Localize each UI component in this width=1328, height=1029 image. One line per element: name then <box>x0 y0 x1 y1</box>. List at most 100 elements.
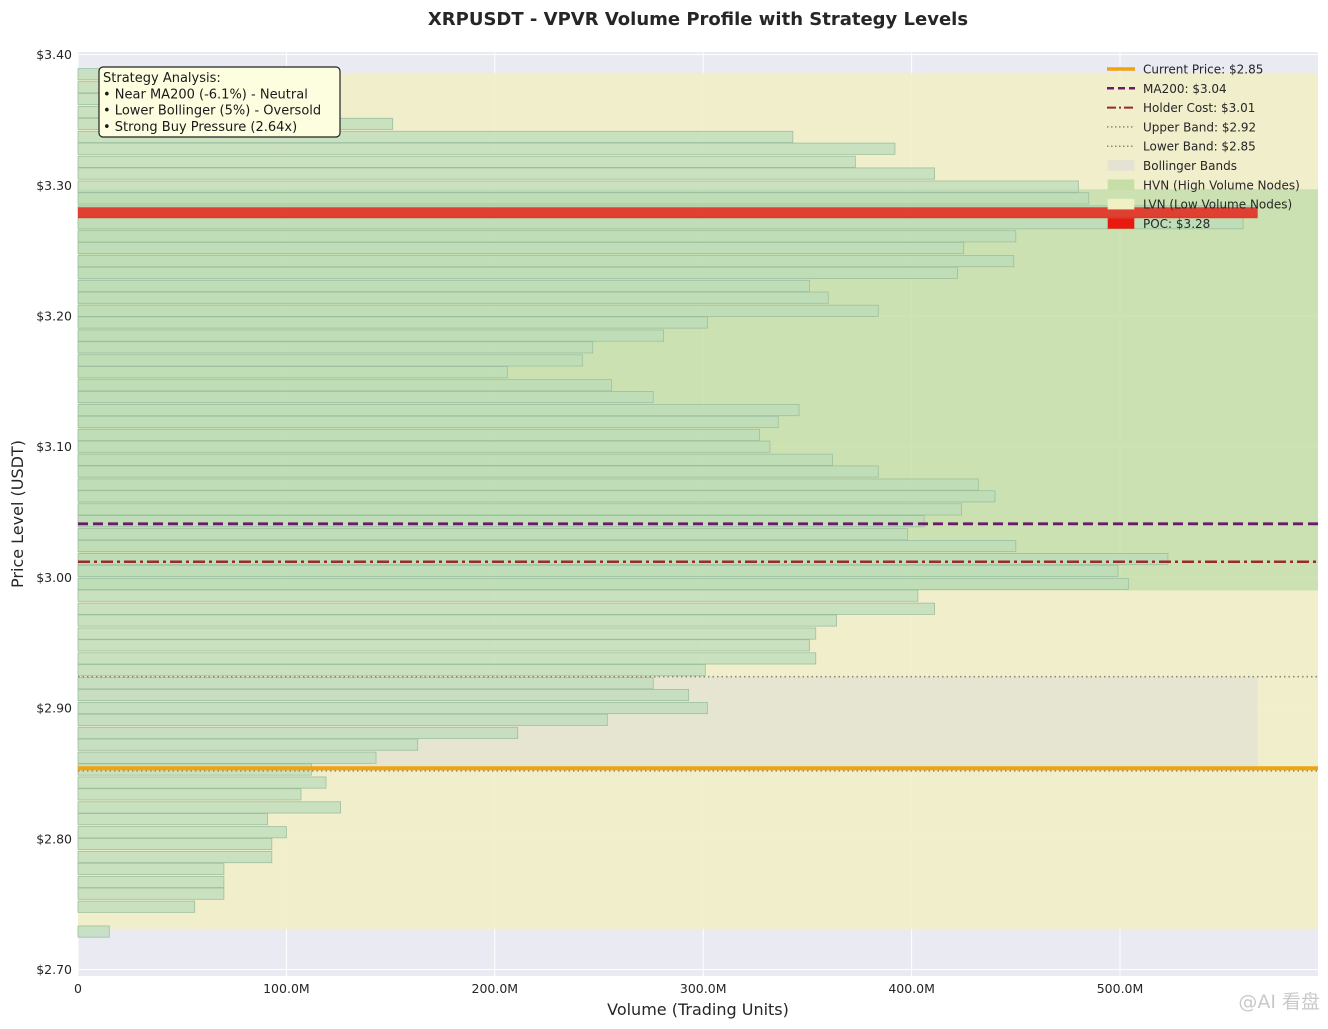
volume-bar <box>77 738 419 751</box>
volume-bar <box>77 713 608 726</box>
volume-bar <box>77 155 856 168</box>
volume-bar <box>77 316 708 329</box>
legend-label: Current Price: $2.85 <box>1143 63 1263 77</box>
volume-bar <box>77 664 706 677</box>
volume-bar <box>77 404 800 417</box>
y-tick-label: $3.30 <box>36 178 72 193</box>
volume-bar <box>77 465 879 478</box>
legend-label: POC: $3.28 <box>1143 217 1210 231</box>
legend-label: Upper Band: $2.92 <box>1143 120 1256 134</box>
x-tick-label: 300.0M <box>680 981 727 996</box>
volume-bar <box>77 788 302 801</box>
volume-bar <box>77 291 829 304</box>
legend-label: Holder Cost: $3.01 <box>1143 101 1255 115</box>
volume-bar <box>77 142 896 155</box>
volume-bar <box>77 415 779 428</box>
y-tick-label: $2.90 <box>36 701 72 716</box>
volume-bar <box>77 813 269 826</box>
volume-bar <box>77 677 654 690</box>
volume-bar <box>77 440 771 453</box>
legend-label: MA200: $3.04 <box>1143 82 1227 96</box>
annotation-line: • Near MA200 (-6.1%) - Neutral <box>103 87 308 102</box>
volume-bar <box>77 652 817 665</box>
strategy-annotation-box: Strategy Analysis:• Near MA200 (-6.1%) -… <box>98 66 341 138</box>
volume-bar <box>77 776 327 789</box>
volume-bar <box>77 553 1169 566</box>
volume-bar <box>77 688 690 702</box>
volume-bar <box>77 354 583 367</box>
volume-bar <box>77 453 833 466</box>
x-tick-label: 400.0M <box>888 981 935 996</box>
volume-bar <box>77 391 654 404</box>
volume-bar <box>77 826 287 839</box>
volume-bar <box>77 68 100 81</box>
annotation-line: • Lower Bollinger (5%) - Oversold <box>103 104 321 119</box>
volume-bar <box>77 577 1129 590</box>
volume-bar <box>77 329 665 342</box>
volume-bar <box>77 887 225 900</box>
volume-bar <box>77 589 919 602</box>
volume-bar <box>77 366 508 379</box>
y-tick-label: $3.20 <box>36 309 72 324</box>
y-tick-label: $3.00 <box>36 570 72 585</box>
volume-bar <box>77 564 1119 577</box>
x-tick-label: 100.0M <box>263 981 310 996</box>
legend-patch <box>1107 198 1135 210</box>
volume-bar <box>77 428 760 441</box>
volume-bar <box>77 875 225 888</box>
y-tick-label: $3.10 <box>36 439 72 454</box>
volume-bar <box>77 379 612 392</box>
volume-bar <box>77 900 196 913</box>
legend-label: Lower Band: $2.85 <box>1143 140 1256 154</box>
annotation-line: Strategy Analysis: <box>103 71 221 86</box>
volume-bar <box>77 255 1015 268</box>
watermark: @AI 看盘 <box>1238 991 1320 1013</box>
x-tick-label: 200.0M <box>472 981 519 996</box>
volume-bar <box>77 801 341 814</box>
volume-bar <box>77 702 708 715</box>
volume-bar <box>77 639 810 652</box>
volume-bar <box>77 341 594 354</box>
chart-title: XRPUSDT - VPVR Volume Profile with Strat… <box>428 9 968 30</box>
x-tick-label: 0 <box>74 981 82 996</box>
volume-bar <box>77 515 925 528</box>
legend-label: HVN (High Volume Nodes) <box>1143 178 1300 192</box>
volume-bars <box>77 68 1258 938</box>
legend-label: Bollinger Bands <box>1143 159 1237 173</box>
volume-bar <box>77 726 519 739</box>
y-axis-label: Price Level (USDT) <box>8 440 27 588</box>
volume-bar <box>77 130 794 143</box>
volume-bar <box>77 862 225 875</box>
poc-bar <box>78 207 1258 219</box>
strategy-levels <box>78 207 1318 772</box>
volume-bar <box>77 751 377 764</box>
volume-bar <box>77 614 837 627</box>
volume-bar <box>77 627 817 640</box>
y-axis-ticks: $2.70 $2.80 $2.90 $3.00 $3.10 $3.20 $3.30 $3.40 <box>36 47 72 977</box>
legend: Current Price: $2.85 MA200: $3.04 Holder C… <box>1107 63 1300 231</box>
y-tick-label: $3.40 <box>36 47 72 62</box>
volume-bar <box>77 180 1079 193</box>
volume-bar <box>77 602 935 615</box>
volume-bar <box>77 192 1090 205</box>
y-tick-label: $2.70 <box>36 962 72 977</box>
x-axis-label: Volume (Trading Units) <box>607 1000 789 1019</box>
volume-bar <box>77 478 979 491</box>
volume-bar <box>77 304 879 317</box>
x-axis-ticks: 0 100.0M 200.0M 300.0M 400.0M 500.0M <box>74 981 1143 996</box>
volume-bar <box>77 925 110 938</box>
volume-bar <box>77 837 273 851</box>
volume-bar <box>77 242 965 255</box>
legend-label: LVN (Low Volume Nodes) <box>1143 198 1292 212</box>
volume-bar <box>77 217 1244 230</box>
volume-bar <box>77 528 908 541</box>
volume-bar <box>77 167 935 180</box>
legend-patch <box>1107 160 1135 171</box>
y-tick-label: $2.80 <box>36 831 72 846</box>
volume-bar <box>77 503 963 516</box>
annotation-line: • Strong Buy Pressure (2.64x) <box>103 120 297 135</box>
x-tick-label: 500.0M <box>1097 981 1144 996</box>
legend-patch <box>1107 179 1135 191</box>
volume-bar <box>77 266 958 279</box>
